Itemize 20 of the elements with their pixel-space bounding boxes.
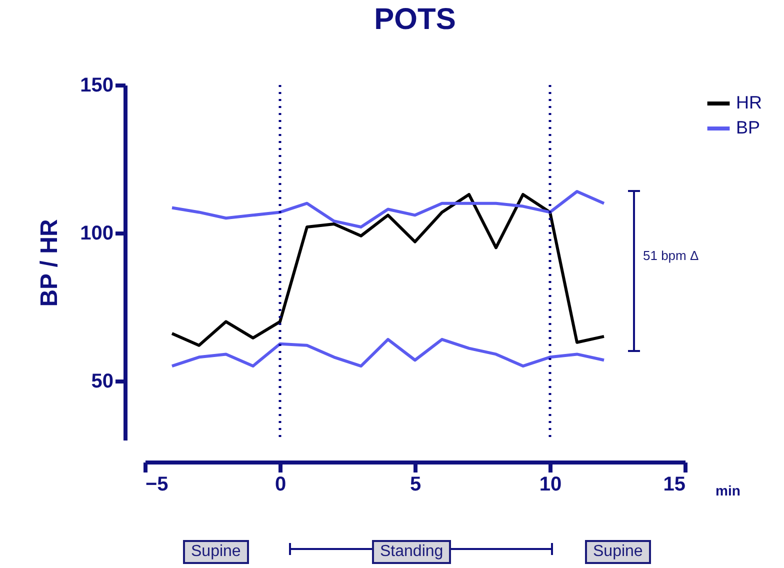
text: Supine — [585, 540, 651, 564]
line-series — [170, 338, 606, 368]
chart-title: POTS — [374, 3, 456, 36]
x-tick-label: 10 — [539, 474, 562, 496]
x-tick-label: −5 — [146, 474, 168, 496]
text: Supine — [183, 540, 249, 564]
y-tick-label: 50 — [91, 370, 114, 392]
y-tick-label: 150 — [80, 74, 114, 96]
annotation: 51 bpm Δ — [643, 248, 699, 263]
line-series — [170, 192, 606, 347]
x-tick-label: 0 — [274, 474, 286, 496]
x-tick-label: 15 — [663, 474, 686, 496]
y-axis-title: BP / HR — [36, 219, 64, 307]
legend-label: BP — [736, 118, 760, 138]
y-tick-label: 100 — [80, 222, 114, 244]
text: Standing — [372, 540, 452, 564]
x-tick-label: 5 — [410, 474, 422, 496]
x-axis-title: min — [716, 482, 740, 498]
legend-label: HR — [736, 92, 762, 112]
line-series — [170, 190, 606, 228]
